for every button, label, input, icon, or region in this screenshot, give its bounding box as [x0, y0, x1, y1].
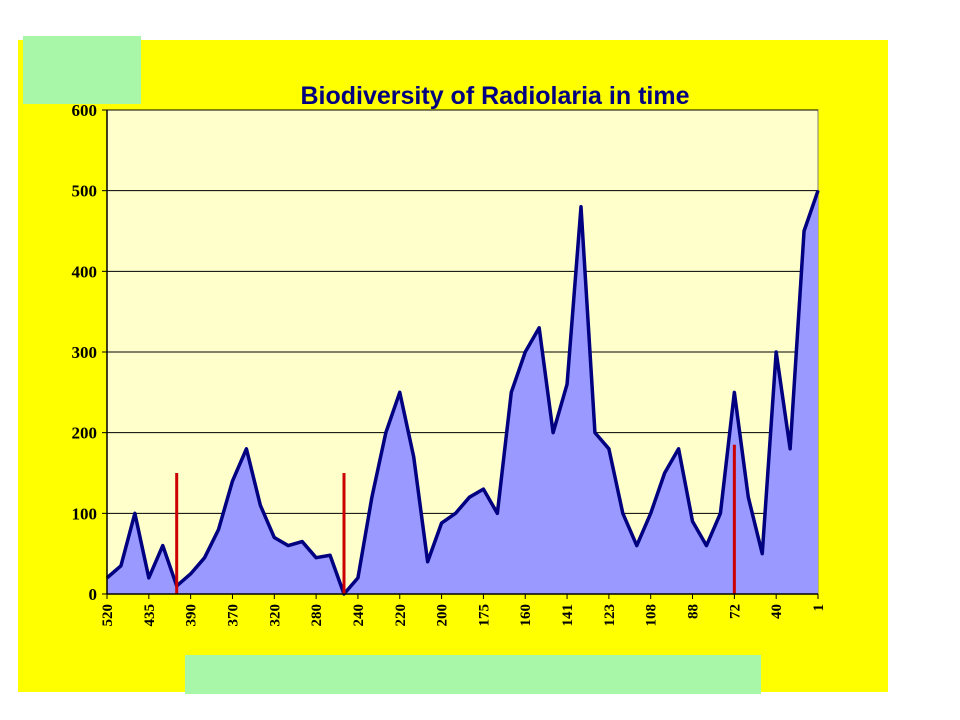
x-tick-label: 88 — [686, 604, 702, 619]
x-tick-label: 520 — [100, 604, 116, 627]
y-tick-label: 200 — [72, 424, 98, 443]
data-point — [120, 564, 122, 567]
data-point — [259, 504, 262, 507]
data-point — [315, 556, 317, 559]
x-tick-label: 1 — [811, 604, 827, 612]
data-point — [371, 496, 373, 499]
x-tick-label: 435 — [142, 604, 158, 627]
data-point — [594, 431, 596, 434]
x-tick-label: 123 — [602, 604, 618, 627]
data-point — [454, 512, 457, 515]
series-line — [105, 190, 820, 596]
data-point — [496, 512, 499, 515]
data-point — [398, 391, 401, 394]
area-series — [107, 190, 818, 594]
data-point — [482, 488, 485, 490]
x-tick-label: 175 — [476, 604, 492, 627]
gridlines — [107, 109, 818, 514]
data-point — [635, 544, 638, 547]
data-point — [301, 540, 303, 543]
data-point — [649, 512, 652, 515]
data-point — [803, 230, 805, 232]
cover-block-top — [23, 36, 141, 104]
data-point — [510, 391, 513, 394]
data-point — [775, 351, 777, 353]
y-tick-label: 400 — [72, 262, 98, 281]
y-tick-label: 300 — [72, 343, 98, 362]
data-point — [357, 577, 359, 579]
data-point — [134, 512, 136, 515]
data-point — [468, 496, 471, 499]
data-point — [329, 554, 331, 557]
data-point — [580, 206, 582, 208]
x-tick-label: 370 — [225, 604, 241, 627]
data-point — [203, 556, 206, 559]
data-point — [273, 536, 276, 539]
x-tick-label: 390 — [184, 604, 200, 627]
x-tick-label: 320 — [267, 604, 283, 627]
data-point — [385, 431, 387, 434]
data-point — [622, 512, 624, 515]
x-tick-label: 40 — [769, 604, 785, 619]
x-tick-label: 200 — [435, 604, 451, 627]
data-point — [789, 448, 791, 450]
data-point — [524, 351, 527, 353]
data-point — [412, 456, 415, 458]
data-point — [761, 552, 764, 555]
data-point — [231, 480, 234, 482]
y-tick-label: 600 — [72, 101, 98, 120]
data-point — [719, 512, 722, 515]
data-point — [552, 431, 554, 434]
x-tick-label: 220 — [393, 604, 409, 627]
data-point — [705, 544, 708, 547]
data-point — [245, 448, 248, 450]
data-point — [663, 472, 666, 474]
data-point — [440, 522, 443, 524]
data-point — [747, 496, 750, 499]
data-point — [566, 383, 568, 386]
data-point — [189, 573, 192, 575]
x-tick-label: 72 — [727, 604, 743, 619]
data-point — [217, 528, 220, 531]
data-point — [733, 391, 736, 394]
x-tick-label: 108 — [644, 604, 660, 627]
y-tick-label: 100 — [72, 504, 98, 523]
data-point — [691, 520, 694, 523]
extinction-markers — [175, 444, 736, 594]
data-point — [677, 448, 680, 450]
data-point — [161, 544, 164, 547]
cover-block-bottom — [185, 655, 761, 694]
data-point — [148, 577, 150, 579]
x-tick-label: 240 — [351, 604, 367, 627]
data-point — [287, 544, 290, 547]
data-point — [608, 448, 610, 450]
x-tick-label: 280 — [309, 604, 325, 627]
data-point — [817, 189, 819, 192]
data-point — [538, 327, 540, 329]
y-axis-ticks: 0 100 200 300 400 500 600 — [72, 101, 107, 604]
y-tick-label: 500 — [72, 182, 98, 201]
x-tick-label: 141 — [560, 604, 576, 627]
data-point — [426, 560, 429, 563]
y-tick-label: 0 — [89, 585, 98, 604]
x-tick-label: 160 — [518, 604, 534, 627]
chart-title: Biodiversity of Radiolaria in time — [301, 82, 690, 110]
x-axis-ticks: 520 435 390 370 320 280 240 220 200 175 160 141 123 1… — [100, 594, 827, 627]
